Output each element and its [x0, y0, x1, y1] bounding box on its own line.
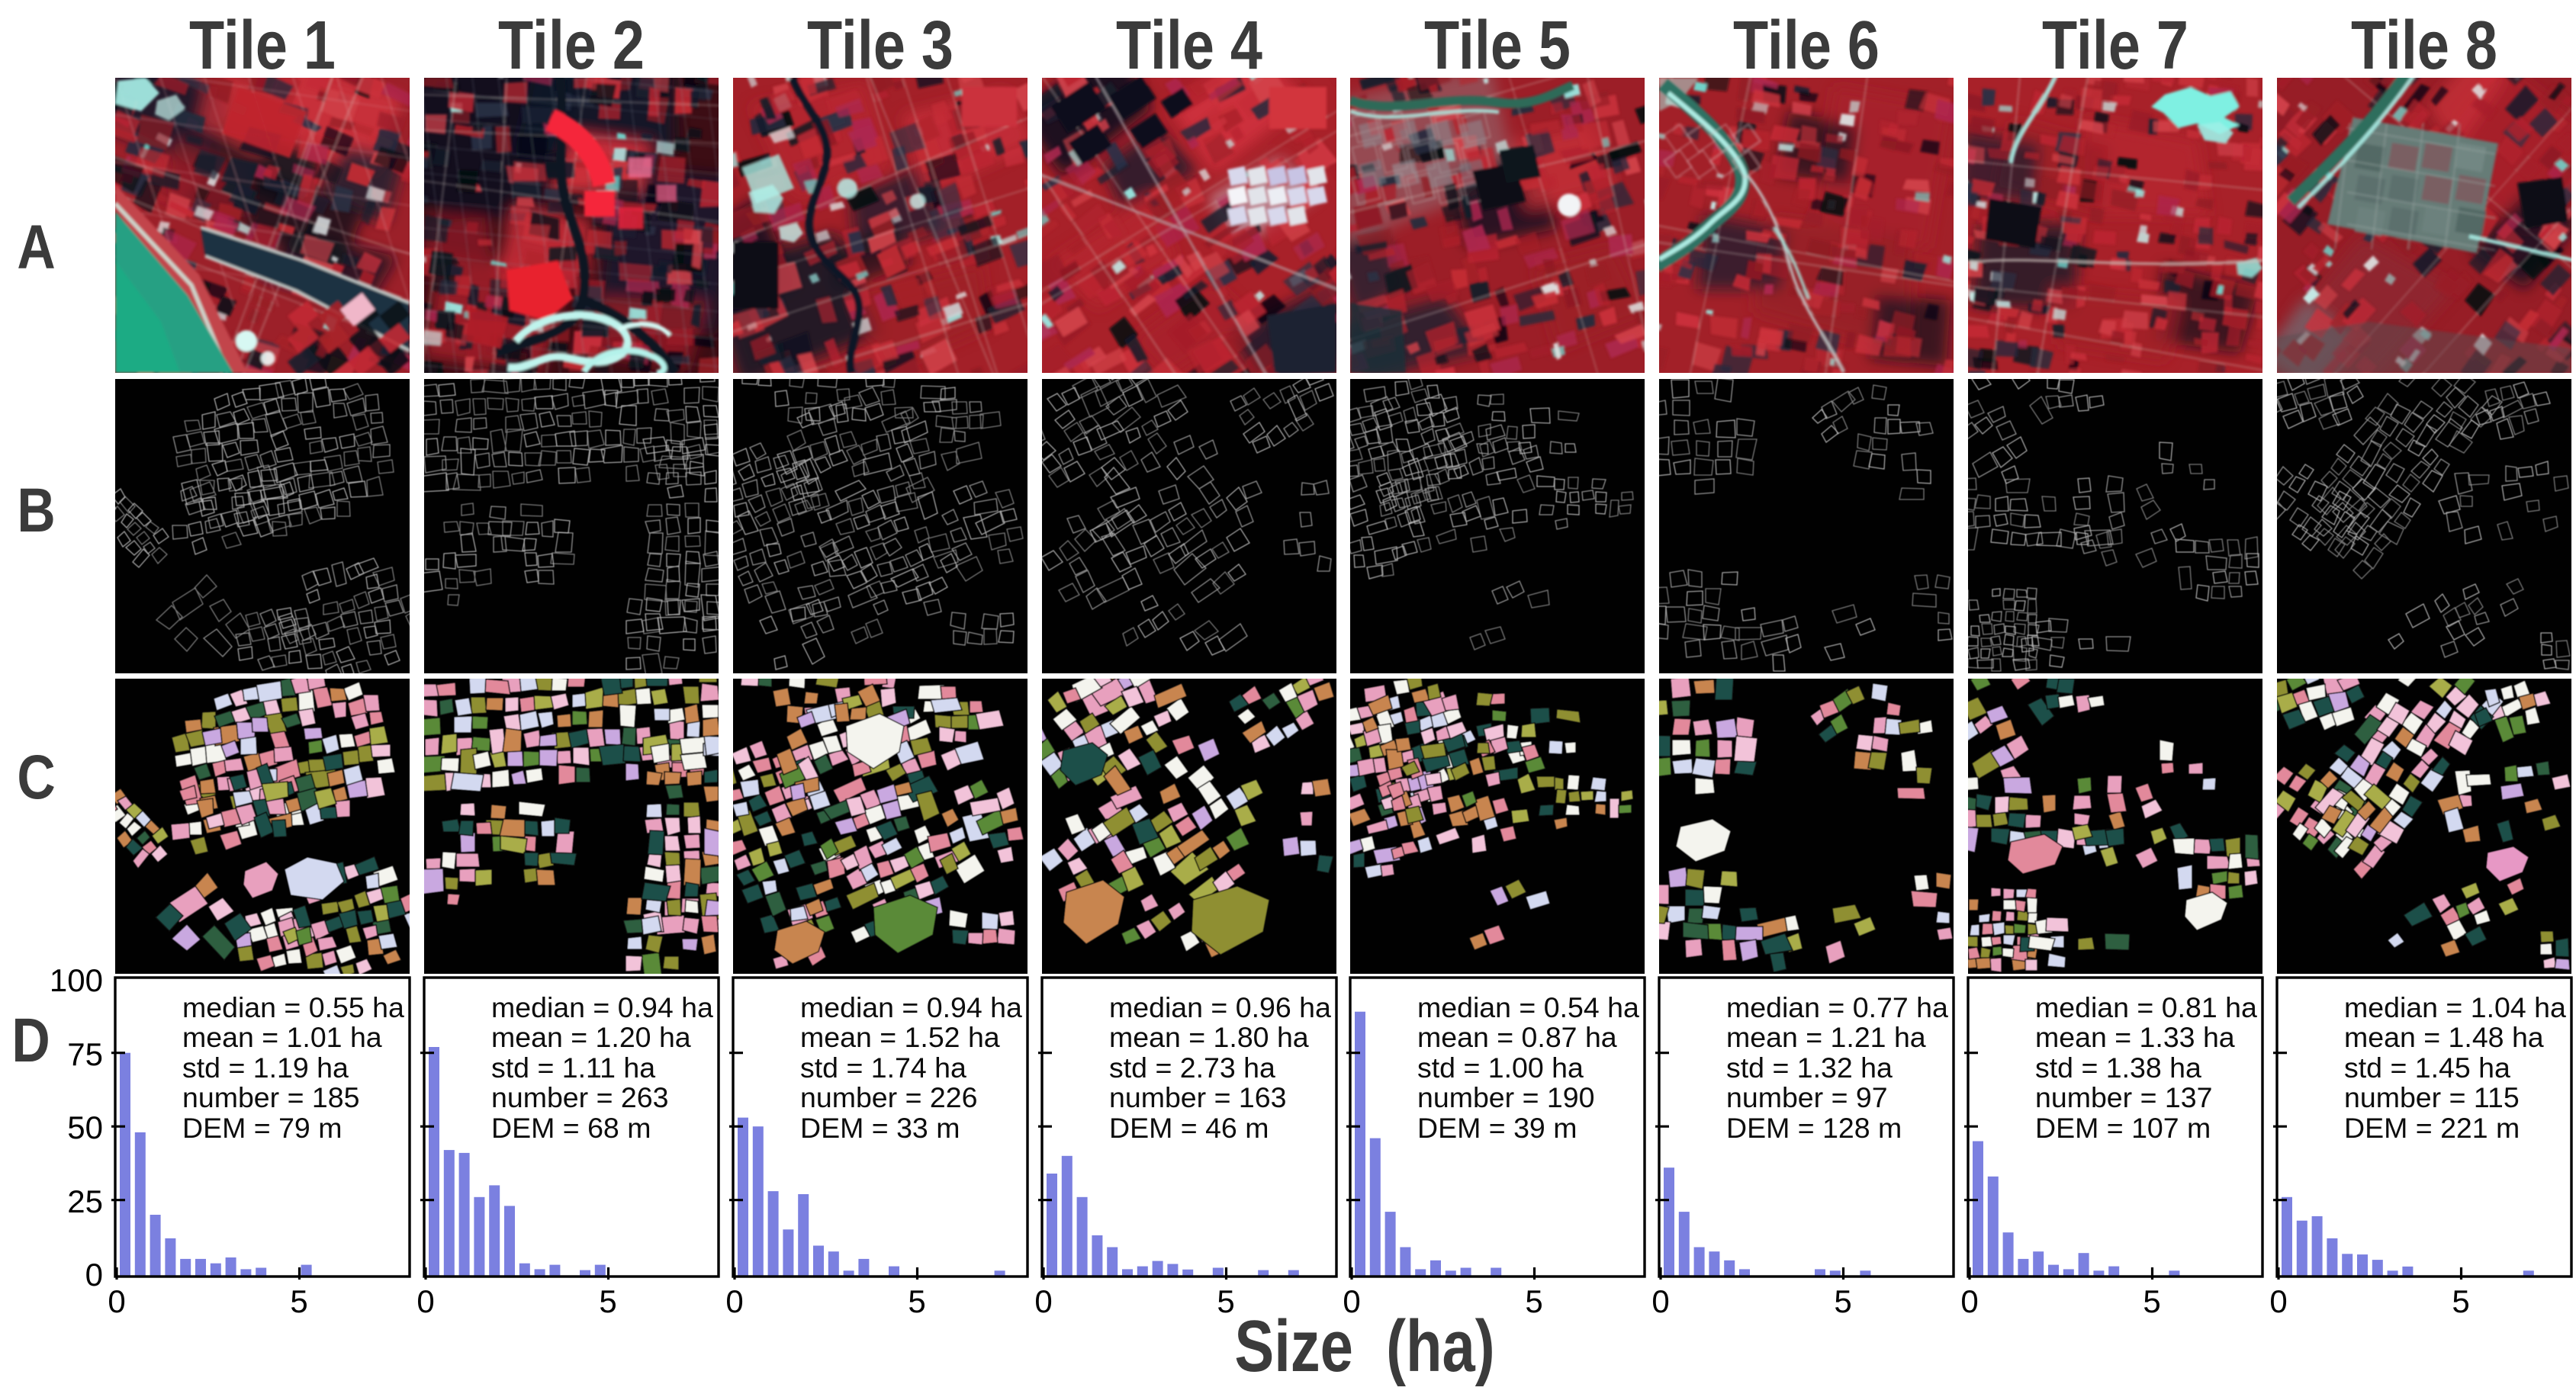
svg-text:mean = 1.20 ha: mean = 1.20 ha [491, 1021, 691, 1053]
svg-text:mean = 1.21 ha: mean = 1.21 ha [1726, 1021, 1926, 1053]
svg-text:0: 0 [1034, 1283, 1052, 1319]
svg-text:5: 5 [908, 1283, 925, 1319]
svg-text:mean = 1.01 ha: mean = 1.01 ha [182, 1021, 382, 1053]
svg-text:std = 1.00 ha: std = 1.00 ha [1417, 1052, 1584, 1084]
svg-text:0: 0 [108, 1283, 125, 1319]
svg-text:5: 5 [2452, 1283, 2469, 1319]
svg-text:std = 1.45 ha: std = 1.45 ha [2344, 1052, 2510, 1084]
svg-text:median = 0.96 ha: median = 0.96 ha [1109, 991, 1331, 1023]
svg-text:5: 5 [1525, 1283, 1542, 1319]
svg-text:mean = 1.33 ha: mean = 1.33 ha [2035, 1021, 2235, 1053]
svg-text:mean = 1.48 ha: mean = 1.48 ha [2344, 1021, 2544, 1053]
svg-text:median = 0.94 ha: median = 0.94 ha [491, 991, 713, 1023]
svg-text:0: 0 [725, 1283, 743, 1319]
svg-text:50: 50 [67, 1110, 103, 1145]
svg-text:mean = 0.87 ha: mean = 0.87 ha [1417, 1021, 1617, 1053]
svg-text:std = 1.38 ha: std = 1.38 ha [2035, 1052, 2201, 1084]
svg-text:number = 190: number = 190 [1417, 1081, 1594, 1113]
svg-text:median = 1.04 ha: median = 1.04 ha [2344, 991, 2566, 1023]
svg-text:DEM = 39 m: DEM = 39 m [1417, 1112, 1577, 1144]
svg-text:median = 0.55 ha: median = 0.55 ha [182, 991, 404, 1023]
svg-text:0: 0 [1960, 1283, 1978, 1319]
svg-text:DEM = 46 m: DEM = 46 m [1109, 1112, 1269, 1144]
svg-text:std = 1.74 ha: std = 1.74 ha [800, 1052, 966, 1084]
svg-text:25: 25 [67, 1183, 103, 1219]
svg-text:mean = 1.52 ha: mean = 1.52 ha [800, 1021, 1000, 1053]
svg-text:DEM = 221 m: DEM = 221 m [2344, 1112, 2520, 1144]
svg-text:DEM = 79 m: DEM = 79 m [182, 1112, 342, 1144]
svg-text:number = 97: number = 97 [1726, 1081, 1888, 1113]
svg-text:0: 0 [1343, 1283, 1360, 1319]
svg-text:DEM = 107 m: DEM = 107 m [2035, 1112, 2211, 1144]
svg-text:75: 75 [67, 1036, 103, 1072]
svg-text:0: 0 [2269, 1283, 2287, 1319]
svg-text:5: 5 [290, 1283, 307, 1319]
svg-text:0: 0 [85, 1257, 103, 1293]
svg-text:std = 2.73 ha: std = 2.73 ha [1109, 1052, 1275, 1084]
svg-text:number = 226: number = 226 [800, 1081, 977, 1113]
svg-text:median = 0.54 ha: median = 0.54 ha [1417, 991, 1639, 1023]
svg-text:DEM = 68 m: DEM = 68 m [491, 1112, 651, 1144]
svg-text:number = 137: number = 137 [2035, 1081, 2212, 1113]
svg-text:0: 0 [1651, 1283, 1669, 1319]
svg-text:DEM = 33 m: DEM = 33 m [800, 1112, 960, 1144]
svg-text:number = 263: number = 263 [491, 1081, 668, 1113]
svg-text:DEM = 128 m: DEM = 128 m [1726, 1112, 1902, 1144]
svg-text:5: 5 [1834, 1283, 1851, 1319]
svg-text:100: 100 [50, 968, 103, 998]
svg-text:std = 1.19 ha: std = 1.19 ha [182, 1052, 349, 1084]
svg-text:mean = 1.80 ha: mean = 1.80 ha [1109, 1021, 1309, 1053]
svg-text:std = 1.32 ha: std = 1.32 ha [1726, 1052, 1893, 1084]
svg-text:5: 5 [1217, 1283, 1234, 1319]
svg-text:median = 0.77 ha: median = 0.77 ha [1726, 991, 1948, 1023]
svg-text:median = 0.94 ha: median = 0.94 ha [800, 991, 1022, 1023]
svg-text:number = 115: number = 115 [2344, 1081, 2520, 1113]
svg-text:5: 5 [2143, 1283, 2160, 1319]
svg-text:median = 0.81 ha: median = 0.81 ha [2035, 991, 2257, 1023]
svg-text:5: 5 [599, 1283, 616, 1319]
svg-text:std = 1.11 ha: std = 1.11 ha [491, 1052, 655, 1084]
svg-text:number = 185: number = 185 [182, 1081, 359, 1113]
svg-text:number = 163: number = 163 [1109, 1081, 1286, 1113]
svg-text:0: 0 [416, 1283, 434, 1319]
